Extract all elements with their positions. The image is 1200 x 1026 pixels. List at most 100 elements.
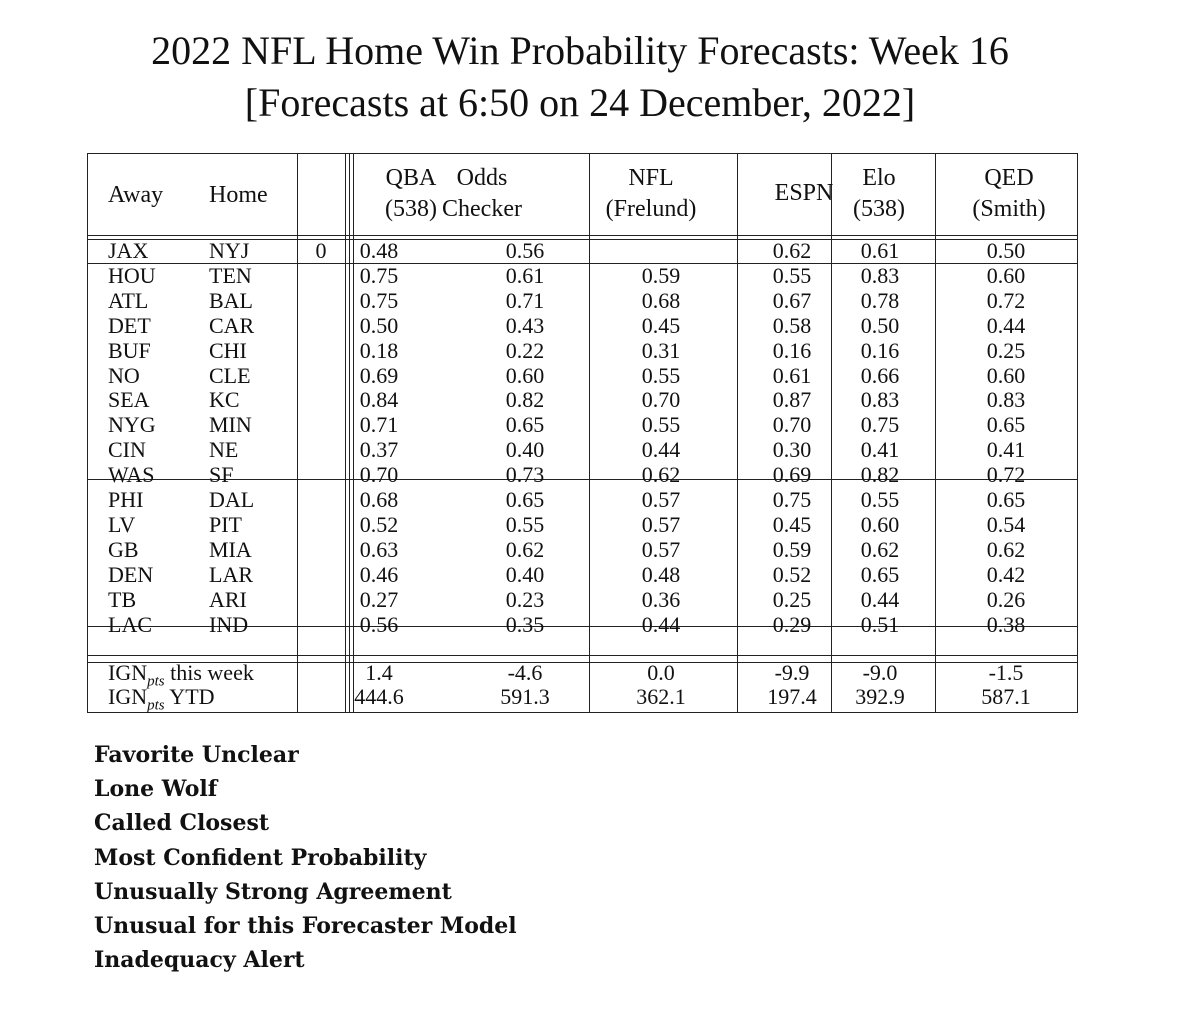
header-elo: (538) <box>853 196 905 222</box>
cell-elo: 0.41 <box>860 437 900 463</box>
cell-away: PHI <box>108 487 144 512</box>
cell-odds: 0.40 <box>505 437 545 463</box>
summary-label-main: IGN <box>108 660 148 685</box>
cell-nfl: 0.55 <box>641 412 681 438</box>
summary-label-rest: YTD <box>164 684 215 709</box>
cell-home: DAL <box>209 487 255 512</box>
cell-qba: 0.75 <box>359 287 399 313</box>
cell-nfl: 0.57 <box>641 536 681 562</box>
cell-elo: 0.75 <box>860 412 900 438</box>
forecast-table: Away Home QBA (538) Odds Checker NFL (Frelund) E… <box>87 153 1078 717</box>
cell-qba: 0.56 <box>359 611 399 637</box>
table-vline <box>353 153 354 713</box>
table-hline <box>87 263 1077 264</box>
cell-odds: 0.65 <box>505 487 545 512</box>
cell-qba: 0.50 <box>359 312 399 338</box>
cell-elo: 0.60 <box>860 511 900 537</box>
cell-espn: 0.61 <box>772 362 812 388</box>
cell-home: MIA <box>209 536 252 562</box>
cell-away: BUF <box>108 337 151 363</box>
cell-elo: 0.65 <box>860 561 900 587</box>
cell-qba: 0.48 <box>359 238 399 263</box>
cell-flag: 0 <box>315 238 327 263</box>
cell-espn: 0.59 <box>772 536 812 562</box>
legend-item: Inadequacy Alert <box>94 947 305 974</box>
cell-qed: 0.62 <box>986 536 1026 562</box>
cell-home: SF <box>209 462 234 488</box>
cell-away: LV <box>108 511 136 537</box>
cell-espn: 0.55 <box>772 262 812 288</box>
cell-home: CHI <box>209 337 247 363</box>
header-qba: (538) <box>385 196 437 222</box>
cell-qba: 0.75 <box>359 262 399 288</box>
header-qed: QED <box>984 165 1034 191</box>
cell-nfl: 0.57 <box>641 511 681 537</box>
cell-qed: 0.60 <box>986 262 1026 288</box>
cell-away: GB <box>108 536 139 562</box>
table-hline <box>87 712 1077 713</box>
cell-odds: 0.56 <box>505 238 545 263</box>
cell-away: NYG <box>108 412 156 438</box>
header-home: Home <box>209 182 268 208</box>
cell-qed: 0.83 <box>986 387 1026 413</box>
header-elo: Elo <box>862 165 896 191</box>
cell-qed: 0.60 <box>986 362 1026 388</box>
cell-espn: 0.30 <box>772 437 812 463</box>
table-hline <box>87 235 1077 236</box>
cell-odds: 0.22 <box>505 337 545 363</box>
cell-elo: 0.82 <box>860 462 900 488</box>
table-vline <box>297 153 298 713</box>
summary-odds: -4.6 <box>507 660 543 685</box>
summary-qed: -1.5 <box>988 660 1024 685</box>
cell-home: NE <box>209 437 239 463</box>
cell-odds: 0.65 <box>505 412 545 438</box>
cell-nfl: 0.70 <box>641 387 681 413</box>
summary-label-sub: pts <box>147 697 165 714</box>
cell-espn: 0.69 <box>772 462 812 488</box>
table-hline <box>87 153 1077 154</box>
cell-elo: 0.78 <box>860 287 900 313</box>
page-title: 2022 NFL Home Win Probability Forecasts:… <box>151 28 1009 73</box>
cell-nfl: 0.68 <box>641 287 681 313</box>
cell-qed: 0.25 <box>986 337 1026 363</box>
table-hline <box>87 479 1077 480</box>
summary-elo: 392.9 <box>855 684 905 709</box>
cell-qba: 0.27 <box>359 586 399 612</box>
cell-odds: 0.60 <box>505 362 545 388</box>
cell-espn: 0.75 <box>772 487 812 512</box>
cell-away: DET <box>108 312 151 338</box>
cell-qed: 0.44 <box>986 312 1026 338</box>
summary-label: IGNpts YTD <box>108 685 215 717</box>
cell-nfl: 0.44 <box>641 437 681 463</box>
table-vline <box>737 153 738 713</box>
cell-qed: 0.26 <box>986 586 1026 612</box>
table-vline <box>345 153 346 713</box>
header-espn: ESPN <box>774 180 834 206</box>
cell-home: NYJ <box>209 238 250 263</box>
legend-item: Unusual for this Forecaster Model <box>94 913 517 940</box>
cell-nfl: 0.62 <box>641 462 681 488</box>
legend-item: Lone Wolf <box>94 776 218 803</box>
summary-espn: 197.4 <box>767 684 817 709</box>
cell-odds: 0.61 <box>505 262 545 288</box>
cell-espn: 0.87 <box>772 387 812 413</box>
cell-qed: 0.54 <box>986 511 1026 537</box>
cell-qba: 0.46 <box>359 561 399 587</box>
cell-odds: 0.55 <box>505 511 545 537</box>
cell-home: TEN <box>209 262 252 288</box>
cell-home: IND <box>209 611 249 637</box>
cell-elo: 0.50 <box>860 312 900 338</box>
cell-home: CAR <box>209 312 255 338</box>
cell-nfl: 0.59 <box>641 262 681 288</box>
cell-elo: 0.83 <box>860 387 900 413</box>
cell-espn: 0.45 <box>772 511 812 537</box>
cell-odds: 0.82 <box>505 387 545 413</box>
header-nfl: NFL <box>628 165 674 191</box>
table-hline <box>87 655 1077 656</box>
summary-odds: 591.3 <box>500 684 550 709</box>
cell-qed: 0.41 <box>986 437 1026 463</box>
table-vline <box>935 153 936 713</box>
page-subtitle: [Forecasts at 6:50 on 24 December, 2022] <box>244 80 916 125</box>
cell-home: KC <box>209 387 240 413</box>
cell-qed: 0.72 <box>986 287 1026 313</box>
